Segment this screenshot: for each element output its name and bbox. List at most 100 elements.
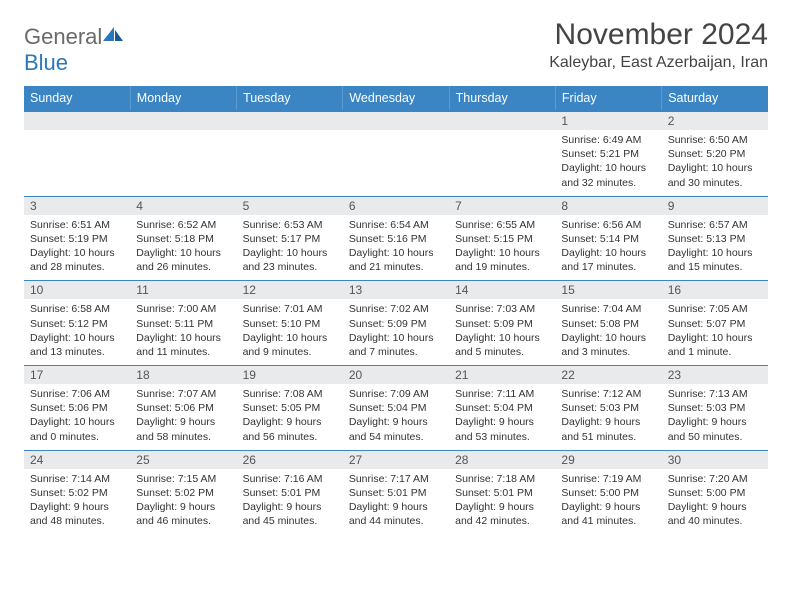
day-body: Sunrise: 6:57 AMSunset: 5:13 PMDaylight:… bbox=[662, 215, 768, 281]
sunrise-text: Sunrise: 7:15 AM bbox=[136, 472, 230, 486]
sunset-text: Sunset: 5:20 PM bbox=[668, 147, 762, 161]
day-number: 1 bbox=[555, 112, 661, 130]
calendar-cell: 18Sunrise: 7:07 AMSunset: 5:06 PMDayligh… bbox=[130, 366, 236, 451]
sunrise-text: Sunrise: 7:17 AM bbox=[349, 472, 443, 486]
sunset-text: Sunset: 5:21 PM bbox=[561, 147, 655, 161]
daylight-text: Daylight: 9 hours and 58 minutes. bbox=[136, 415, 230, 443]
daylight-text: Daylight: 10 hours and 0 minutes. bbox=[30, 415, 124, 443]
calendar-cell: 28Sunrise: 7:18 AMSunset: 5:01 PMDayligh… bbox=[449, 450, 555, 534]
day-body bbox=[24, 130, 130, 190]
daylight-text: Daylight: 10 hours and 30 minutes. bbox=[668, 161, 762, 189]
sunset-text: Sunset: 5:04 PM bbox=[349, 401, 443, 415]
weekday-header: Saturday bbox=[662, 86, 768, 111]
location: Kaleybar, East Azerbaijan, Iran bbox=[549, 54, 768, 72]
day-body: Sunrise: 7:20 AMSunset: 5:00 PMDaylight:… bbox=[662, 469, 768, 535]
daylight-text: Daylight: 10 hours and 7 minutes. bbox=[349, 331, 443, 359]
day-body: Sunrise: 7:16 AMSunset: 5:01 PMDaylight:… bbox=[237, 469, 343, 535]
day-body: Sunrise: 7:13 AMSunset: 5:03 PMDaylight:… bbox=[662, 384, 768, 450]
day-number: 11 bbox=[130, 281, 236, 299]
calendar-week-row: 1 Sunrise: 6:49 AMSunset: 5:21 PM Daylight… bbox=[24, 111, 768, 196]
day-number bbox=[449, 112, 555, 130]
day-number bbox=[237, 112, 343, 130]
day-number: 12 bbox=[237, 281, 343, 299]
calendar-cell bbox=[449, 111, 555, 196]
calendar-table: SundayMondayTuesdayWednesdayThursdayFrid… bbox=[24, 86, 768, 534]
daylight-text: Daylight: 10 hours and 23 minutes. bbox=[243, 246, 337, 274]
day-body: Sunrise: 7:04 AMSunset: 5:08 PMDaylight:… bbox=[555, 299, 661, 365]
day-body: Sunrise: 7:07 AMSunset: 5:06 PMDaylight:… bbox=[130, 384, 236, 450]
day-body: Sunrise: 7:06 AMSunset: 5:06 PMDaylight:… bbox=[24, 384, 130, 450]
day-body: Sunrise: 6:51 AMSunset: 5:19 PMDaylight:… bbox=[24, 215, 130, 281]
calendar-cell: 19Sunrise: 7:08 AMSunset: 5:05 PMDayligh… bbox=[237, 366, 343, 451]
sunset-text: Sunset: 5:11 PM bbox=[136, 317, 230, 331]
sunset-text: Sunset: 5:12 PM bbox=[30, 317, 124, 331]
day-body: Sunrise: 7:01 AMSunset: 5:10 PMDaylight:… bbox=[237, 299, 343, 365]
sunrise-text: Sunrise: 6:55 AM bbox=[455, 218, 549, 232]
calendar-week-row: 24Sunrise: 7:14 AMSunset: 5:02 PMDayligh… bbox=[24, 450, 768, 534]
sunset-text: Sunset: 5:17 PM bbox=[243, 232, 337, 246]
calendar-cell: 17Sunrise: 7:06 AMSunset: 5:06 PMDayligh… bbox=[24, 366, 130, 451]
sunset-text: Sunset: 5:10 PM bbox=[243, 317, 337, 331]
daylight-text: Daylight: 10 hours and 13 minutes. bbox=[30, 331, 124, 359]
calendar-cell: 16Sunrise: 7:05 AMSunset: 5:07 PMDayligh… bbox=[662, 281, 768, 366]
day-body: Sunrise: 7:12 AMSunset: 5:03 PMDaylight:… bbox=[555, 384, 661, 450]
calendar-week-row: 3Sunrise: 6:51 AMSunset: 5:19 PMDaylight… bbox=[24, 196, 768, 281]
calendar-cell: 29Sunrise: 7:19 AMSunset: 5:00 PMDayligh… bbox=[555, 450, 661, 534]
day-body: Sunrise: 7:18 AMSunset: 5:01 PMDaylight:… bbox=[449, 469, 555, 535]
sunrise-text: Sunrise: 7:19 AM bbox=[561, 472, 655, 486]
calendar-cell: 27Sunrise: 7:17 AMSunset: 5:01 PMDayligh… bbox=[343, 450, 449, 534]
day-body: Sunrise: 7:02 AMSunset: 5:09 PMDaylight:… bbox=[343, 299, 449, 365]
day-number: 4 bbox=[130, 197, 236, 215]
calendar-cell: 25Sunrise: 7:15 AMSunset: 5:02 PMDayligh… bbox=[130, 450, 236, 534]
day-body: Sunrise: 6:56 AMSunset: 5:14 PMDaylight:… bbox=[555, 215, 661, 281]
day-number: 5 bbox=[237, 197, 343, 215]
sunrise-text: Sunrise: 7:08 AM bbox=[243, 387, 337, 401]
calendar-cell: 20Sunrise: 7:09 AMSunset: 5:04 PMDayligh… bbox=[343, 366, 449, 451]
calendar-cell bbox=[24, 111, 130, 196]
day-number bbox=[130, 112, 236, 130]
logo: General Blue bbox=[24, 18, 124, 76]
day-number: 7 bbox=[449, 197, 555, 215]
weekday-header: Tuesday bbox=[237, 86, 343, 111]
calendar-cell: 6Sunrise: 6:54 AMSunset: 5:16 PMDaylight… bbox=[343, 196, 449, 281]
daylight-text: Daylight: 10 hours and 26 minutes. bbox=[136, 246, 230, 274]
sunrise-text: Sunrise: 7:16 AM bbox=[243, 472, 337, 486]
sunset-text: Sunset: 5:19 PM bbox=[30, 232, 124, 246]
calendar-cell: 12Sunrise: 7:01 AMSunset: 5:10 PMDayligh… bbox=[237, 281, 343, 366]
sunset-text: Sunset: 5:00 PM bbox=[561, 486, 655, 500]
daylight-text: Daylight: 9 hours and 41 minutes. bbox=[561, 500, 655, 528]
sunset-text: Sunset: 5:08 PM bbox=[561, 317, 655, 331]
sunrise-text: Sunrise: 7:13 AM bbox=[668, 387, 762, 401]
sunset-text: Sunset: 5:14 PM bbox=[561, 232, 655, 246]
logo-sail-icon bbox=[102, 26, 124, 44]
sunset-text: Sunset: 5:15 PM bbox=[455, 232, 549, 246]
day-number bbox=[24, 112, 130, 130]
day-number: 2 bbox=[662, 112, 768, 130]
daylight-text: Daylight: 9 hours and 48 minutes. bbox=[30, 500, 124, 528]
title-block: November 2024 Kaleybar, East Azerbaijan,… bbox=[549, 18, 768, 72]
sunset-text: Sunset: 5:01 PM bbox=[349, 486, 443, 500]
calendar-cell: 3Sunrise: 6:51 AMSunset: 5:19 PMDaylight… bbox=[24, 196, 130, 281]
sunrise-text: Sunrise: 7:18 AM bbox=[455, 472, 549, 486]
daylight-text: Daylight: 10 hours and 28 minutes. bbox=[30, 246, 124, 274]
daylight-text: Daylight: 10 hours and 1 minute. bbox=[668, 331, 762, 359]
sunset-text: Sunset: 5:09 PM bbox=[349, 317, 443, 331]
sunrise-text: Sunrise: 6:49 AM bbox=[561, 133, 655, 147]
day-number: 8 bbox=[555, 197, 661, 215]
sunset-text: Sunset: 5:01 PM bbox=[243, 486, 337, 500]
sunrise-text: Sunrise: 7:07 AM bbox=[136, 387, 230, 401]
calendar-cell: 13Sunrise: 7:02 AMSunset: 5:09 PMDayligh… bbox=[343, 281, 449, 366]
calendar-cell bbox=[237, 111, 343, 196]
header: General Blue November 2024 Kaleybar, Eas… bbox=[24, 18, 768, 76]
day-body: Sunrise: 7:17 AMSunset: 5:01 PMDaylight:… bbox=[343, 469, 449, 535]
calendar-cell: 7Sunrise: 6:55 AMSunset: 5:15 PMDaylight… bbox=[449, 196, 555, 281]
daylight-text: Daylight: 9 hours and 45 minutes. bbox=[243, 500, 337, 528]
day-body: Sunrise: 7:03 AMSunset: 5:09 PMDaylight:… bbox=[449, 299, 555, 365]
day-number: 10 bbox=[24, 281, 130, 299]
calendar-cell: 30Sunrise: 7:20 AMSunset: 5:00 PMDayligh… bbox=[662, 450, 768, 534]
sunrise-text: Sunrise: 7:05 AM bbox=[668, 302, 762, 316]
day-number: 17 bbox=[24, 366, 130, 384]
sunset-text: Sunset: 5:02 PM bbox=[30, 486, 124, 500]
day-number: 18 bbox=[130, 366, 236, 384]
day-body: Sunrise: 7:14 AMSunset: 5:02 PMDaylight:… bbox=[24, 469, 130, 535]
